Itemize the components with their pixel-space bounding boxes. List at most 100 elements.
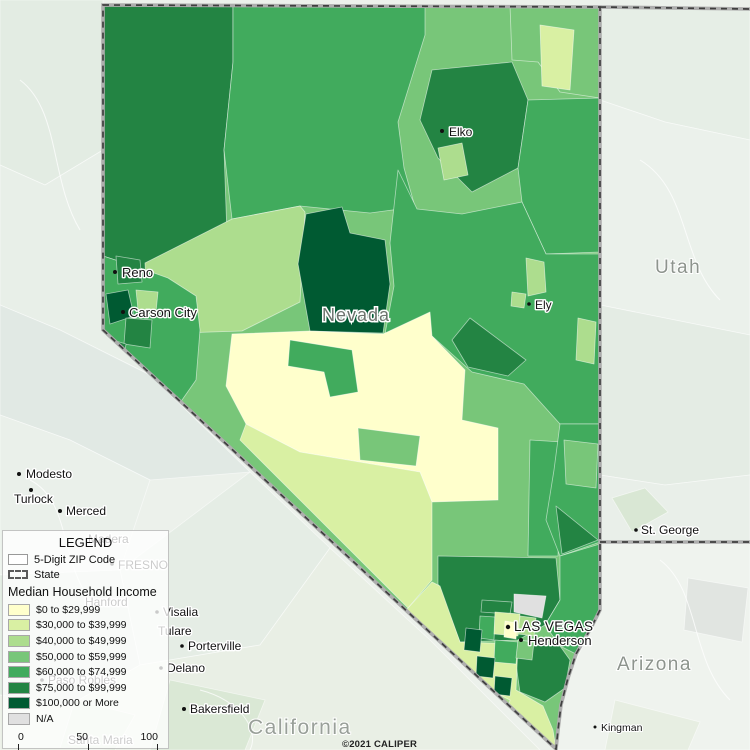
city-dot (29, 488, 33, 492)
legend-class-row: $40,000 to $49,999 (8, 633, 163, 649)
zip-region[interactable] (115, 255, 143, 285)
class-swatch (8, 619, 30, 632)
city-dot (180, 644, 184, 648)
city-dot (593, 725, 597, 729)
zip-region[interactable] (493, 675, 513, 697)
city-label-elko: Elko (449, 125, 473, 139)
zip-region[interactable] (451, 317, 527, 377)
city-dot (58, 509, 62, 513)
zip-region[interactable] (123, 317, 153, 349)
city-label-kingman: Kingman (601, 722, 643, 734)
class-label: $0 to $29,999 (36, 603, 101, 616)
background-region (599, 99, 750, 336)
legend-panel: LEGEND 5-Digit ZIP Code State Median Hou… (2, 530, 169, 750)
zip-region[interactable] (563, 439, 599, 489)
zip-layer-swatch (8, 554, 28, 565)
city-label-porterville: Porterville (188, 639, 242, 653)
legend-class-row: N/A (8, 711, 163, 727)
background-region (604, 699, 701, 750)
state-layer-label: State (34, 568, 60, 581)
city-dot (634, 528, 638, 532)
zip-region[interactable] (287, 339, 359, 398)
zip-region[interactable] (357, 427, 421, 467)
city-label-merced: Merced (66, 504, 106, 518)
zip-region[interactable] (135, 289, 159, 313)
scale-tick (18, 743, 19, 750)
class-label: $30,000 to $39,999 (36, 619, 127, 632)
scale-tick-label: 100 (140, 730, 158, 743)
zip-region[interactable] (475, 655, 496, 679)
background-region (0, 0, 104, 186)
city-label-reno: Reno (122, 265, 153, 280)
city-dot (113, 270, 117, 274)
class-swatch (8, 634, 30, 647)
city-label-st-george: St. George (641, 523, 699, 537)
class-label: $60,000 to $74,999 (36, 666, 127, 679)
copyright-text: ©2021 CALIPER (342, 739, 417, 750)
city-label-turlock: Turlock (14, 492, 54, 506)
nevada-zip-regions (103, 5, 600, 749)
city-dot (527, 302, 531, 306)
city-label-bakersfield: Bakersfield (190, 702, 249, 716)
zip-region[interactable] (105, 289, 135, 325)
state-layer-swatch (8, 570, 28, 579)
city-label-delano: Delano (167, 661, 205, 675)
state-label-nevada: Nevada (322, 305, 390, 325)
city-label-ely: Ely (535, 298, 552, 312)
city-label-carson-city: Carson City (129, 305, 197, 320)
legend-class-row: $50,000 to $59,999 (8, 649, 163, 665)
legend-class-row: $30,000 to $39,999 (8, 618, 163, 634)
class-swatch (8, 697, 30, 710)
class-label: N/A (36, 712, 54, 725)
class-swatch (8, 681, 30, 694)
zip-region[interactable] (513, 593, 547, 619)
zip-region[interactable] (297, 206, 391, 334)
class-label: $75,000 to $99,999 (36, 681, 127, 694)
city-label-visalia: Visalia (163, 605, 198, 619)
zip-layer-label: 5-Digit ZIP Code (34, 553, 116, 566)
background-region (599, 304, 750, 486)
city-dot (121, 310, 125, 314)
class-swatch (8, 603, 30, 616)
state-border-dashes (102, 4, 750, 750)
zip-region[interactable] (223, 5, 426, 220)
city-dot (17, 472, 21, 476)
scale-tick (88, 743, 89, 750)
state-labels: Nevada California Utah Arizona (247, 256, 701, 740)
zip-region[interactable] (539, 24, 575, 91)
background-region (611, 487, 669, 533)
scale-tick-label: 50 (76, 730, 88, 743)
zip-region[interactable] (555, 505, 599, 555)
zip-region[interactable] (463, 627, 483, 653)
zip-region[interactable] (575, 317, 597, 365)
class-label: $100,000 or More (36, 697, 119, 710)
legend-layer-state: State (8, 568, 163, 581)
zip-region[interactable] (517, 615, 537, 637)
city-dot (505, 624, 511, 630)
zip-region[interactable] (493, 639, 519, 665)
legend-layer-zip: 5-Digit ZIP Code (8, 553, 163, 566)
state-label-california: California (248, 716, 352, 739)
legend-class-row: $100,000 or More (8, 696, 163, 712)
scale-bar: 0 50 100 Miles (18, 730, 158, 750)
class-swatch (8, 650, 30, 663)
class-label: $40,000 to $49,999 (36, 634, 127, 647)
zip-region[interactable] (515, 639, 535, 661)
class-label: $50,000 to $59,999 (36, 650, 127, 663)
state-label-arizona: Arizona (617, 654, 692, 675)
legend-section-title: Median Household Income (8, 585, 157, 599)
zip-region[interactable] (510, 291, 527, 309)
legend-class-row: $75,000 to $99,999 (8, 680, 163, 696)
scale-tick (157, 743, 158, 750)
city-dot (519, 638, 523, 642)
background-region (683, 577, 749, 643)
class-swatch (8, 712, 30, 725)
zip-region[interactable] (239, 423, 433, 609)
zip-region[interactable] (437, 142, 469, 181)
city-dot (440, 129, 444, 133)
state-borders (101, 3, 750, 750)
city-label-henderson: Henderson (528, 633, 592, 648)
legend-class-row: $60,000 to $74,999 (8, 664, 163, 680)
zip-region[interactable] (525, 257, 547, 297)
